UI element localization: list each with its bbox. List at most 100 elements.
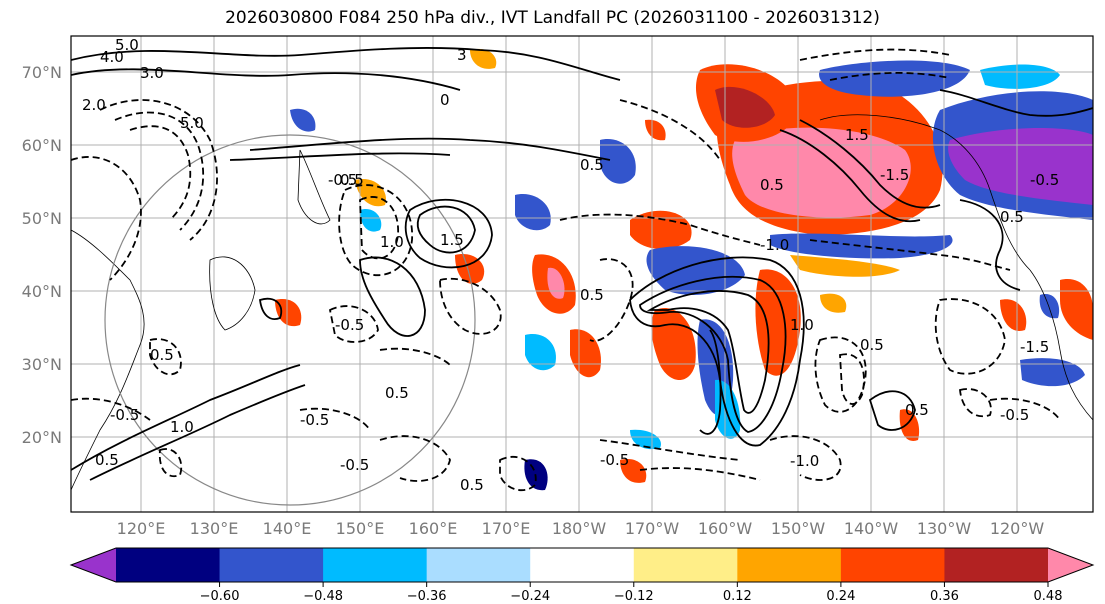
dashed-contour <box>814 336 867 413</box>
contour-label: -1.0 <box>760 236 789 254</box>
lon-label: 120°E <box>117 519 166 538</box>
contour-label: 5.0 <box>115 36 139 54</box>
contour-label: 0.5 <box>860 336 884 354</box>
dashed-contour <box>829 72 951 81</box>
colorbar-segment <box>116 548 221 582</box>
negative-shading-top-cyan <box>980 64 1060 89</box>
cyan-mid-1 <box>525 334 556 371</box>
lat-label: 40°N <box>22 282 62 301</box>
dashed-contour <box>499 455 537 492</box>
dashed-contour <box>809 239 1011 271</box>
colorbar: −0.60 −0.48 −0.36 −0.24 −0.12 0.12 0.24 0.36 0.4… <box>69 547 1095 604</box>
solid-contour <box>779 129 921 223</box>
colorbar-segment <box>530 548 635 582</box>
lat-label: 70°N <box>22 63 62 82</box>
solid-contour <box>71 47 621 81</box>
contour-label: 4.0 <box>100 48 124 66</box>
contour-label: -0.5 <box>328 171 357 189</box>
positive-shading-gulf-core <box>732 127 911 218</box>
figure-title: 2026030800 F084 250 hPa div., IVT Landfa… <box>225 8 880 28</box>
dashed-contour <box>439 277 502 335</box>
dashed-contour <box>934 298 1006 375</box>
contour-label: 0.5 <box>580 286 604 304</box>
negative-mid-1 <box>515 194 551 231</box>
dashed-contour <box>149 338 182 376</box>
radius-circle <box>104 134 476 506</box>
positive-mid-3 <box>570 329 601 378</box>
orange-west-1 <box>275 299 302 327</box>
contour-label: 1.0 <box>380 233 404 251</box>
dashed-contour <box>71 156 142 281</box>
negative-central-1 <box>646 246 745 295</box>
contour-label: 0.5 <box>460 476 484 494</box>
contour-label: 5.0 <box>180 114 204 132</box>
latitude-labels: 70°N 60°N 50°N 40°N 30°N 20°N <box>22 63 62 447</box>
lon-label: 170°E <box>482 519 531 538</box>
colorbar-segment <box>840 548 945 582</box>
negative-shading-northeast-core <box>948 128 1093 205</box>
positive-band-east <box>790 255 900 277</box>
lon-label: 150°W <box>771 519 826 538</box>
dashed-contour <box>299 407 371 431</box>
dashed-contour <box>359 196 399 260</box>
shading-layer <box>275 48 1093 491</box>
solid-contour <box>229 152 451 161</box>
contour-label: 0.5 <box>1000 208 1024 226</box>
contour-label: -0.5 <box>335 316 364 334</box>
colorbar-extension-min <box>71 548 116 582</box>
contour-label: 0.5 <box>385 384 409 402</box>
lon-label: 120°W <box>990 519 1045 538</box>
colorbar-tick-label: 0.36 <box>930 589 959 604</box>
cyan-south-1 <box>630 429 661 450</box>
contour-label: 0 <box>440 91 450 109</box>
orange-north-2 <box>645 119 666 141</box>
map-frame <box>70 35 1094 513</box>
colorbar-segment <box>737 548 842 582</box>
negative-shading-top <box>819 60 970 97</box>
colorbar-tick-label: −0.24 <box>510 589 550 604</box>
colorbar-extension-max <box>1048 548 1093 582</box>
colorbar-segments <box>71 548 1093 582</box>
dashed-contour <box>129 125 192 221</box>
colorbar-tick-label: −0.48 <box>303 589 343 604</box>
contour-label: 1.5 <box>845 126 869 144</box>
orange-north-1 <box>470 48 497 69</box>
colorbar-segment <box>944 548 1049 582</box>
colorbar-segment <box>633 548 738 582</box>
solid-contour <box>416 205 476 254</box>
dashed-contour <box>639 467 761 481</box>
solid-contour <box>629 256 805 447</box>
lat-label: 30°N <box>22 355 62 374</box>
lat-label: 20°N <box>22 428 62 447</box>
contour-label: -0.5 <box>600 451 629 469</box>
cyan-central <box>715 379 741 439</box>
colorbar-outline <box>69 547 1095 583</box>
dashed-contours <box>71 48 1061 492</box>
solid-contour <box>71 68 461 91</box>
colorbar-segment <box>426 548 531 582</box>
kamchatka-coast <box>297 149 331 225</box>
contour-label: -0.5 <box>300 411 329 429</box>
solid-contour <box>89 384 306 481</box>
solid-contour <box>939 89 1093 117</box>
contour-label: -0.5 <box>1000 406 1029 424</box>
dashed-contour <box>99 99 218 241</box>
japan-coast <box>209 256 256 331</box>
colorbar-tick-label: 0.48 <box>1034 589 1063 604</box>
contour-label: 0.5 <box>760 176 784 194</box>
contour-label: 0.5 <box>150 346 174 364</box>
lat-label: 60°N <box>22 136 62 155</box>
contour-label: 0.5 <box>905 401 929 419</box>
contour-label: 3.0 <box>140 64 164 82</box>
contour-label: -0.5 <box>340 456 369 474</box>
contour-label: -1.5 <box>880 166 909 184</box>
dashed-contour <box>619 99 721 161</box>
orange-mid-1 <box>355 179 386 207</box>
dashed-contour <box>379 435 451 482</box>
na-coast <box>1029 269 1093 421</box>
dashed-contour <box>338 184 413 277</box>
colorbar-ticks: −0.60 −0.48 −0.36 −0.24 −0.12 0.12 0.24 0.36 0.4… <box>200 582 1063 604</box>
negative-mid-2 <box>600 139 636 184</box>
contour-label: 1.0 <box>170 418 194 436</box>
